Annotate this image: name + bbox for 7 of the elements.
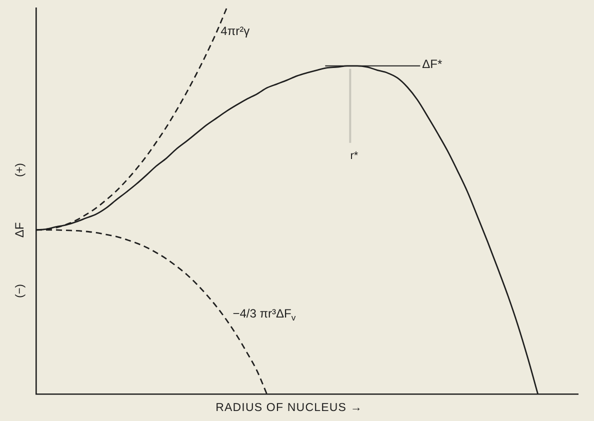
ref-line-label: ΔF*: [422, 57, 443, 72]
text: (+): [14, 163, 26, 177]
text: (−): [14, 284, 26, 298]
series-label: 4πr²γ: [220, 24, 250, 38]
annotation: r*: [350, 150, 359, 162]
x-axis-title: RADIUS OF NUCLEUS →: [216, 402, 362, 414]
y-axis-title: ΔF: [12, 222, 26, 238]
